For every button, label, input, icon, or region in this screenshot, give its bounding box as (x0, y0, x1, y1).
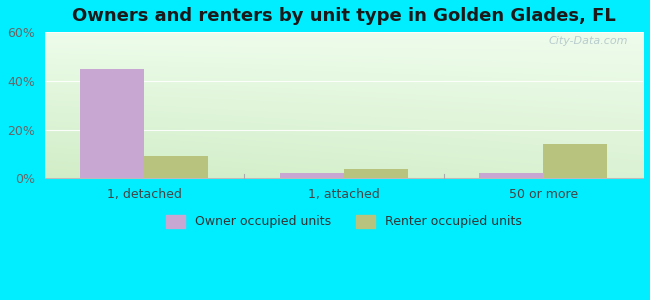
Bar (81, 69, 144, 178)
Text: City-Data.com: City-Data.com (549, 36, 628, 46)
Title: Owners and renters by unit type in Golden Glades, FL: Owners and renters by unit type in Golde… (72, 7, 616, 25)
Bar (144, 156, 208, 178)
Bar (480, 173, 543, 178)
Bar (543, 144, 607, 178)
Legend: Owner occupied units, Renter occupied units: Owner occupied units, Renter occupied un… (161, 210, 526, 233)
Bar (280, 173, 344, 178)
Bar (344, 169, 408, 178)
